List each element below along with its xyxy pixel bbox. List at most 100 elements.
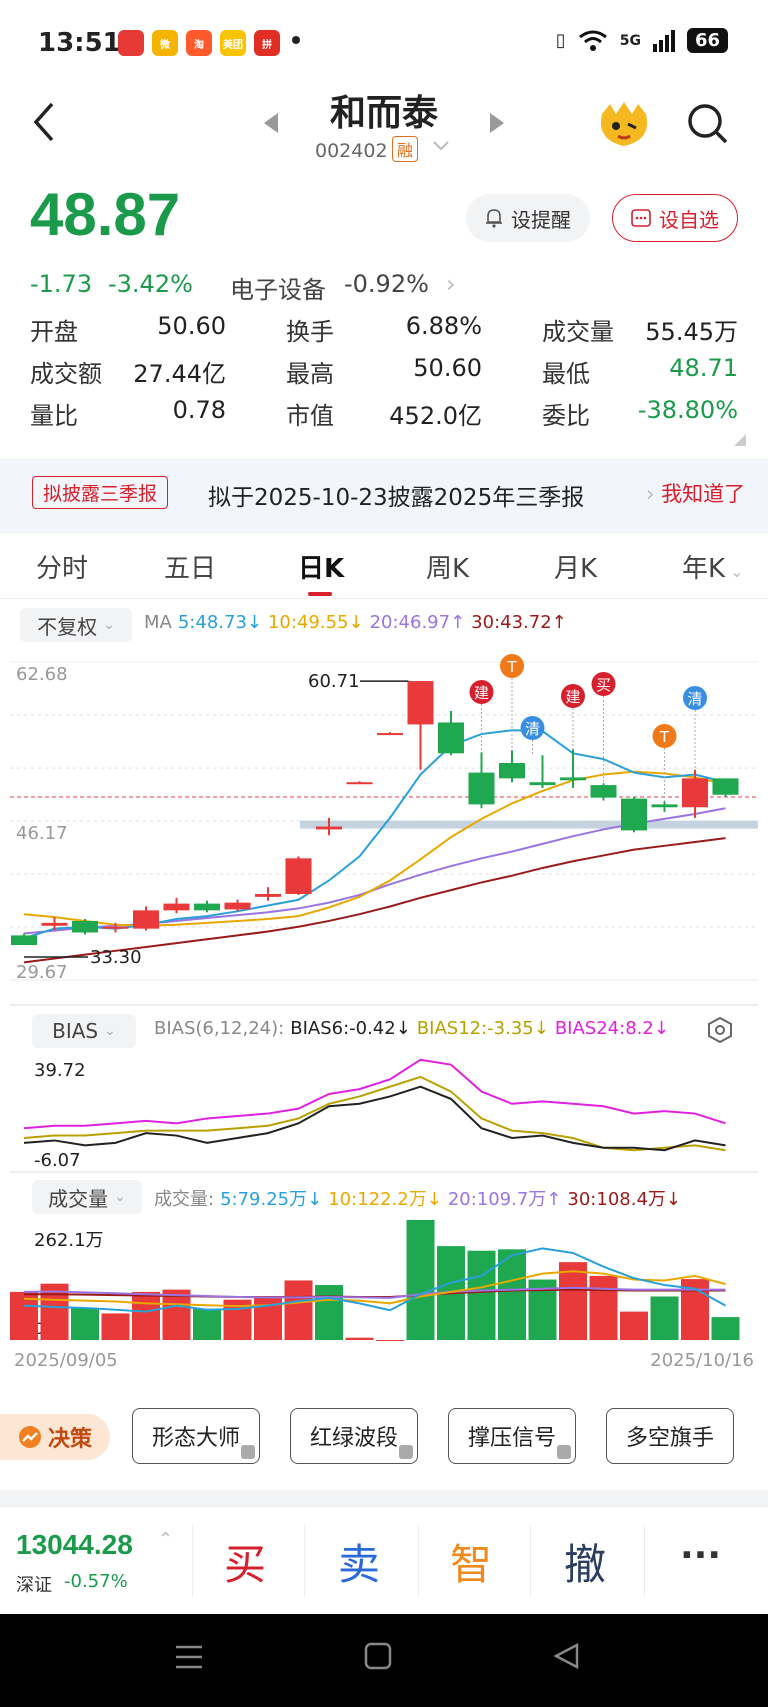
more-button[interactable]: ··· [680,1535,722,1576]
ma5-value: 5:48.73↓ [177,612,262,633]
add-watchlist-button[interactable]: 设自选 [612,194,738,242]
triangle-left-icon [264,113,278,133]
taobao-icon: 淘 [186,30,212,56]
candle-body [621,798,647,831]
prev-stock-button[interactable] [262,112,280,138]
tab-five-day[interactable]: 五日 [164,554,217,584]
next-stock-button[interactable] [488,112,506,138]
volume-bar [406,1220,435,1340]
tab-weekly-k[interactable]: 周K [426,554,470,584]
candle-body [407,681,434,725]
triangle-right-icon [490,113,504,133]
indicator-dropdown-volume[interactable]: 成交量 ⌄ [32,1180,142,1214]
candle-body [499,762,525,779]
volume-tick-label: 262.1万 [34,1230,104,1251]
mascot-avatar[interactable] [596,100,652,150]
tool-bull-bear-flag[interactable]: 多空旗手 [606,1408,734,1464]
status-bar: 13:51 微淘美团拼 ▯ 5G 66 [0,0,768,90]
sector-name[interactable]: 电子设备 [230,276,326,304]
search-button[interactable] [686,102,730,150]
ma30-value: 30:43.72↑ [471,612,567,633]
signal-marker [652,724,677,748]
adjust-dropdown[interactable]: 不复权 ⌄ [20,608,132,642]
kline-chart[interactable]: 62.6846.1729.6760.7133.30建T清建买T清39.72-6.… [0,640,768,1370]
current-price: 48.87 [30,181,181,248]
quote-field-value: 50.60 [157,312,226,340]
tool-red-green-band[interactable]: 红绿波段 [290,1408,418,1464]
ma-prefix: MA [144,612,172,633]
signal-marker [683,686,707,710]
tool-pattern-master[interactable]: 形态大师 [132,1408,260,1464]
tool-label: 形态大师 [151,1426,240,1451]
candle-body [11,935,37,946]
signal-marker [500,654,524,678]
signal-marker [469,680,494,704]
candle-body [194,903,220,911]
volume-bar [284,1280,313,1340]
candle-body [163,903,190,911]
quote-field-value: 6.88% [405,312,482,340]
index-name: 深证 [16,1575,52,1596]
lock-icon [399,1445,413,1459]
vol-ma10-value: 10:122.2万↓ [328,1189,442,1210]
back-button[interactable] [30,100,70,150]
redpacket-icon [118,30,144,56]
menu-nav-button[interactable] [174,1644,204,1674]
signal-marker-label: 建 [565,688,580,706]
smart-trade-button[interactable]: 智 [450,1540,493,1589]
volume-bar [589,1275,618,1340]
tab-monthly-k[interactable]: 月K [554,554,598,584]
system-nav-bar [0,1614,768,1707]
indicator-dropdown-bias[interactable]: BIAS ⌄ [32,1014,136,1048]
candle-body [590,785,617,798]
set-alert-button[interactable]: 设提醒 [466,194,590,242]
chevron-down-icon: ⌄ [104,1023,116,1039]
date-end-label: 2025/10/16 [650,1350,754,1370]
chevron-down-icon: ⌄ [114,1189,126,1205]
menu-icon [176,1645,202,1669]
ma10-value: 10:49.55↓ [267,612,364,633]
tool-support-pressure[interactable]: 撑压信号 [448,1408,576,1464]
tab-intraday[interactable]: 分时 [36,554,89,584]
chevron-right-icon: › [446,270,456,298]
weibo-icon: 微 [152,30,178,56]
divider [644,1525,645,1597]
quote-field-value: 452.0亿 [389,402,482,430]
candle-body [224,902,251,910]
divider [530,1525,531,1597]
home-nav-button[interactable] [364,1642,392,1674]
divider [192,1525,193,1597]
volume-bar [254,1296,282,1340]
quote-field-label: 成交量 [542,318,614,346]
index-value[interactable]: 13044.28 [16,1529,133,1560]
candle-body [133,910,159,929]
set-alert-label: 设提醒 [511,207,571,232]
back-nav-button[interactable] [552,1642,580,1674]
decision-label: 决策 [47,1427,92,1452]
tab-yearly-k[interactable]: 年K ⌄ [682,548,744,585]
quote-field-value: 0.78 [172,396,226,424]
low-label: 33.30 [90,947,142,968]
sector-change[interactable]: -0.92% [344,270,429,298]
indicator-settings-button[interactable] [706,1016,734,1048]
meituan-icon: 美团 [220,30,246,56]
sell-button[interactable]: 卖 [338,1540,381,1589]
signal-icon [652,29,675,52]
decision-button[interactable]: 决策 [0,1414,110,1460]
expand-corner-icon[interactable] [734,434,746,446]
quote-field-value: 48.71 [669,354,738,382]
cancel-order-button[interactable]: 撤 [564,1540,607,1589]
tab-daily-k[interactable]: 日K [298,554,345,584]
stock-switch-dropdown[interactable] [432,138,450,157]
volume-bar [711,1317,740,1340]
chevron-left-icon [33,102,54,142]
divider [0,1490,768,1506]
square-home-icon [364,1642,392,1670]
ma30-line [23,837,726,964]
volume-bar [162,1289,191,1340]
buy-button[interactable]: 买 [224,1540,267,1589]
search-icon [688,104,728,144]
vol-ma5-line [23,1247,726,1313]
notice-dismiss[interactable]: › 我知道了 [646,478,745,508]
mascot-icon [600,102,648,146]
